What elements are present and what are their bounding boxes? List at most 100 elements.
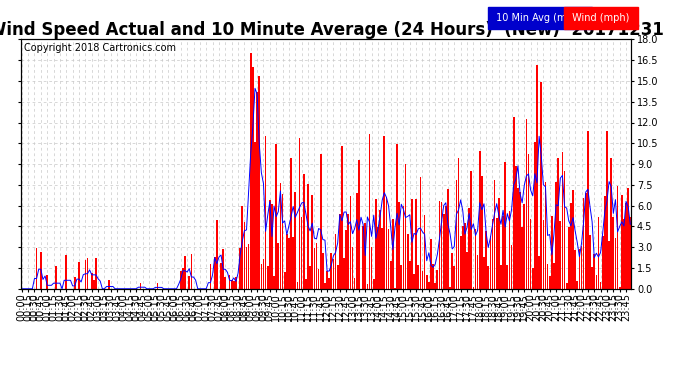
Bar — [40, 252, 41, 289]
Bar — [443, 214, 444, 289]
Bar — [530, 219, 531, 289]
Bar — [424, 215, 426, 289]
Bar — [328, 278, 330, 289]
Bar — [348, 214, 349, 289]
Bar — [426, 275, 428, 289]
Bar — [382, 228, 383, 289]
Bar — [182, 268, 184, 289]
Bar — [214, 257, 215, 289]
Bar — [293, 237, 294, 289]
Bar — [460, 236, 462, 289]
Bar — [269, 200, 270, 289]
Bar — [568, 228, 570, 289]
Bar — [254, 142, 256, 289]
Bar — [299, 138, 300, 289]
Bar — [263, 260, 264, 289]
Bar — [216, 220, 217, 289]
Bar — [494, 180, 495, 289]
Bar — [288, 238, 290, 289]
Bar — [445, 206, 446, 289]
Bar — [366, 284, 368, 289]
Bar — [157, 284, 158, 289]
Bar — [451, 253, 453, 289]
Bar — [546, 264, 549, 289]
Bar — [496, 219, 497, 289]
Bar — [384, 135, 385, 289]
Bar — [337, 265, 339, 289]
Bar — [290, 158, 292, 289]
Bar — [522, 227, 523, 289]
Bar — [250, 53, 252, 289]
Bar — [380, 210, 381, 289]
Bar — [615, 238, 616, 289]
Bar — [402, 206, 404, 289]
Bar — [324, 283, 326, 289]
Bar — [544, 182, 546, 289]
Bar — [449, 287, 451, 289]
Bar — [398, 202, 400, 289]
Bar — [222, 249, 224, 289]
Bar — [313, 248, 315, 289]
Bar — [587, 131, 589, 289]
Bar — [506, 265, 508, 289]
Bar — [574, 250, 576, 289]
Bar — [613, 217, 614, 289]
Bar — [413, 274, 415, 289]
Bar — [430, 239, 432, 289]
Bar — [606, 131, 608, 289]
Bar — [619, 287, 620, 289]
Bar — [611, 158, 612, 289]
Bar — [435, 283, 436, 289]
Bar — [309, 266, 311, 289]
Bar — [392, 219, 394, 289]
Bar — [595, 274, 598, 289]
Bar — [457, 158, 460, 289]
Bar — [515, 166, 517, 289]
Bar — [358, 160, 359, 289]
Bar — [481, 176, 483, 289]
Bar — [265, 136, 266, 289]
Bar — [364, 223, 366, 289]
Title: Wind Speed Actual and 10 Minute Average (24 Hours)  (New)  20171231: Wind Speed Actual and 10 Minute Average … — [0, 21, 664, 39]
Bar — [284, 272, 286, 289]
Bar — [598, 217, 600, 289]
Bar — [439, 201, 440, 289]
Bar — [621, 195, 622, 289]
Bar — [93, 279, 95, 289]
Bar — [609, 242, 610, 289]
Bar — [534, 142, 535, 289]
Bar — [511, 246, 513, 289]
Bar — [356, 194, 357, 289]
Bar — [469, 208, 470, 289]
Bar — [318, 269, 319, 289]
Bar — [560, 220, 561, 289]
Bar — [87, 258, 88, 289]
Bar — [345, 230, 347, 289]
Bar — [627, 189, 629, 289]
Bar — [400, 265, 402, 289]
Bar — [279, 183, 282, 289]
Bar — [422, 271, 424, 289]
Bar — [578, 249, 580, 289]
Bar — [307, 184, 309, 289]
Bar — [483, 257, 485, 289]
Bar — [228, 275, 230, 289]
Bar — [576, 281, 578, 289]
Bar — [303, 174, 304, 289]
Bar — [566, 283, 568, 289]
Bar — [239, 248, 241, 289]
Bar — [326, 271, 328, 289]
Bar — [498, 198, 500, 289]
Bar — [297, 282, 298, 289]
Bar — [295, 192, 296, 289]
Bar — [477, 255, 478, 289]
Bar — [475, 229, 476, 289]
Bar — [581, 246, 582, 289]
Bar — [261, 264, 262, 289]
Bar — [553, 263, 555, 289]
Bar — [471, 171, 472, 289]
Bar — [536, 65, 538, 289]
Bar — [420, 177, 421, 289]
Bar — [273, 276, 275, 289]
Bar — [180, 271, 181, 289]
